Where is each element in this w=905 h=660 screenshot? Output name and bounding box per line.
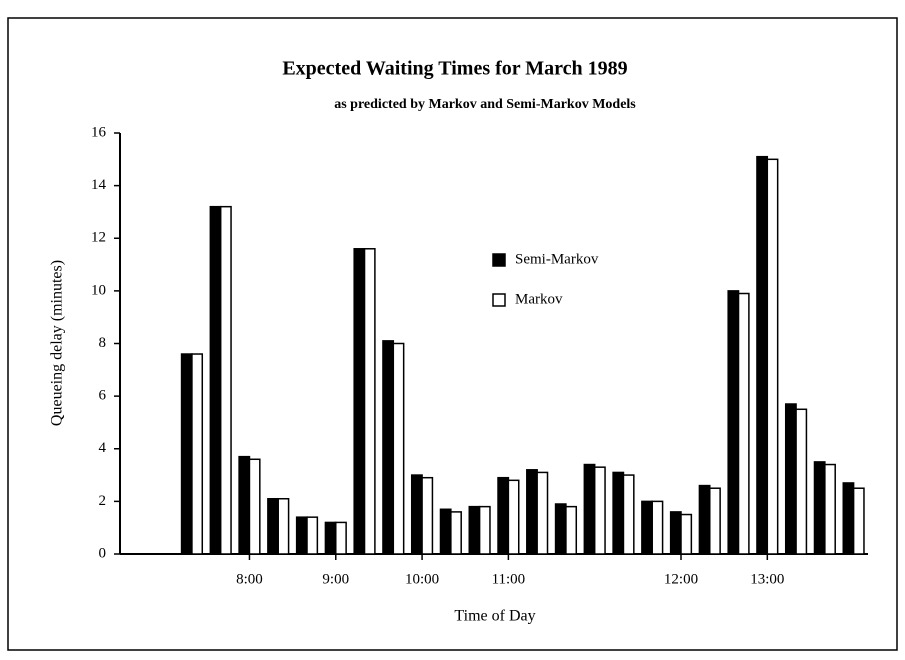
y-tick-label: 6 [99, 388, 107, 404]
bar [536, 471, 549, 555]
x-tick-label: 13:00 [750, 571, 784, 587]
bar [813, 461, 826, 555]
bar [554, 503, 567, 555]
bar [565, 505, 578, 555]
x-tick-label: 11:00 [492, 571, 526, 587]
chart-subtitle: as predicted by Markov and Semi-Markov M… [334, 97, 636, 112]
bar [784, 403, 797, 555]
y-tick-label: 12 [91, 230, 106, 246]
x-axis-label: Time of Day [454, 608, 535, 625]
bar [335, 521, 347, 555]
bar [669, 511, 682, 555]
bar [306, 516, 319, 555]
x-tick-label: 12:00 [664, 571, 698, 587]
bar [392, 342, 405, 555]
bar [478, 505, 491, 555]
legend-label: Markov [515, 291, 563, 307]
bar [324, 521, 337, 555]
bar [468, 505, 481, 555]
bar [267, 497, 279, 555]
y-tick-label: 14 [91, 177, 107, 193]
bar [756, 155, 769, 555]
bar [497, 476, 510, 555]
bar [209, 205, 222, 555]
y-tick-label: 4 [99, 440, 107, 456]
bar [439, 508, 452, 555]
bar [651, 500, 664, 555]
bar [583, 463, 596, 555]
legend-swatch [492, 253, 506, 267]
x-tick-label: 10:00 [405, 571, 439, 587]
bar [219, 205, 232, 555]
bar [295, 516, 308, 555]
bar [766, 158, 779, 555]
bar [410, 474, 423, 555]
bar [698, 484, 711, 555]
y-tick-label: 10 [91, 282, 106, 298]
bar [824, 463, 836, 555]
bar [238, 455, 251, 555]
bar [277, 497, 290, 555]
bar [363, 248, 376, 555]
bar [795, 408, 808, 555]
bar [526, 469, 538, 555]
bar [421, 476, 434, 555]
x-tick-label: 9:00 [322, 571, 349, 587]
bar [180, 353, 193, 555]
y-tick-label: 2 [99, 493, 107, 509]
bar [622, 474, 635, 555]
bar [727, 290, 740, 555]
bar [191, 353, 204, 555]
y-tick-label: 8 [99, 335, 107, 351]
bar [593, 466, 606, 555]
bar [248, 458, 261, 555]
bar [450, 511, 462, 555]
bar [353, 248, 366, 555]
legend-swatch [492, 293, 506, 307]
x-tick-label: 8:00 [236, 571, 263, 587]
y-tick-label: 0 [99, 545, 107, 561]
legend-label: Semi-Markov [515, 251, 599, 267]
bar [641, 500, 653, 555]
bar [709, 487, 721, 555]
bar [842, 482, 855, 555]
bar [507, 479, 520, 555]
bar [852, 487, 865, 555]
bar [680, 513, 693, 555]
frame [7, 17, 898, 651]
bar [737, 292, 750, 555]
y-axis-label: Queueing delay (minutes) [49, 260, 66, 426]
bar [382, 340, 395, 555]
chart-title: Expected Waiting Times for March 1989 [282, 58, 627, 80]
y-tick-label: 16 [91, 124, 107, 140]
bar [612, 471, 625, 555]
